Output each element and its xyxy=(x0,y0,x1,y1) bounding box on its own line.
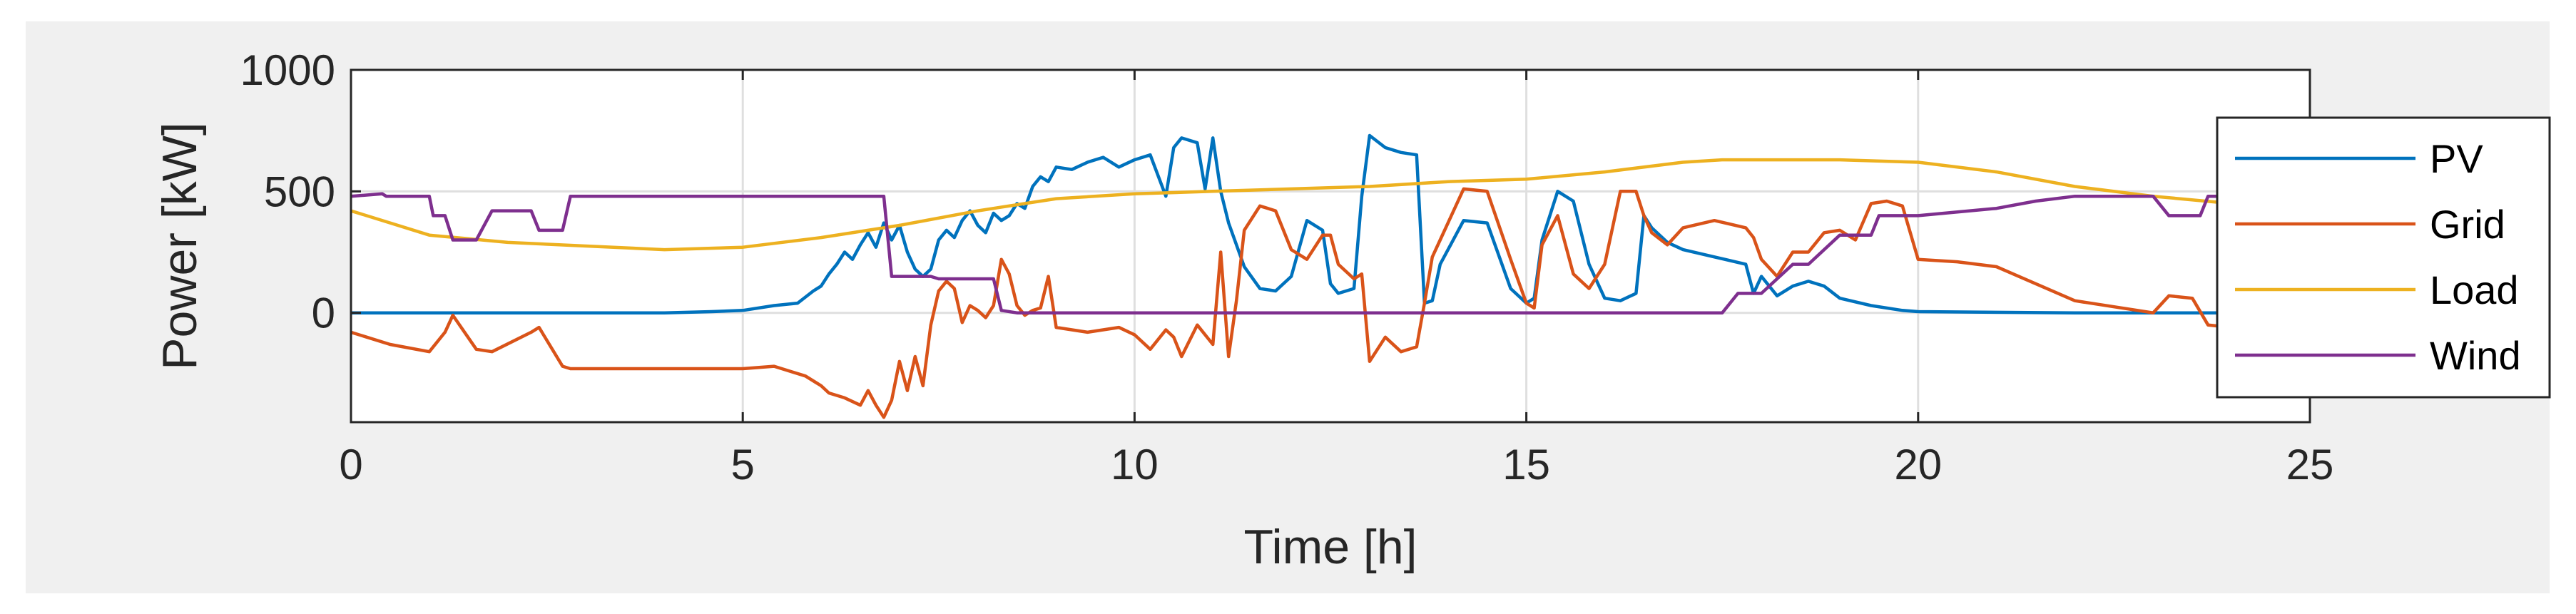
series-lines xyxy=(351,133,2310,419)
legend: PV Grid Load Wind xyxy=(2216,116,2551,399)
axis-ticks: 0 5 10 15 20 25 0 500 1000 xyxy=(240,46,2334,488)
x-tick-label: 15 xyxy=(1502,441,1550,488)
legend-label: Load xyxy=(2430,267,2519,312)
series-line-grid xyxy=(351,187,2232,419)
legend-label: PV xyxy=(2430,136,2483,181)
series-line-wind xyxy=(351,192,2232,314)
legend-entry-wind: Wind xyxy=(2235,333,2521,378)
legend-entry-pv: PV xyxy=(2235,136,2483,181)
y-tick-label: 0 xyxy=(312,290,335,337)
legend-label: Grid xyxy=(2430,202,2505,247)
legend-entry-grid: Grid xyxy=(2235,202,2505,247)
x-tick-label: 0 xyxy=(339,441,362,488)
x-tick-label: 10 xyxy=(1111,441,1159,488)
y-tick-label: 1000 xyxy=(240,46,335,94)
plot-area xyxy=(351,70,2310,422)
y-tick-label: 500 xyxy=(264,168,335,215)
y-axis-label: Power [kW] xyxy=(153,122,207,370)
legend-label: Wind xyxy=(2430,333,2521,378)
x-tick-label: 20 xyxy=(1894,441,1942,488)
x-axis-label: Time [h] xyxy=(1243,520,1417,574)
legend-entry-load: Load xyxy=(2235,267,2519,312)
legend-box xyxy=(2216,116,2551,399)
x-tick-label: 5 xyxy=(731,441,755,488)
x-tick-label: 25 xyxy=(2286,441,2334,488)
series-line-load xyxy=(351,158,2310,252)
